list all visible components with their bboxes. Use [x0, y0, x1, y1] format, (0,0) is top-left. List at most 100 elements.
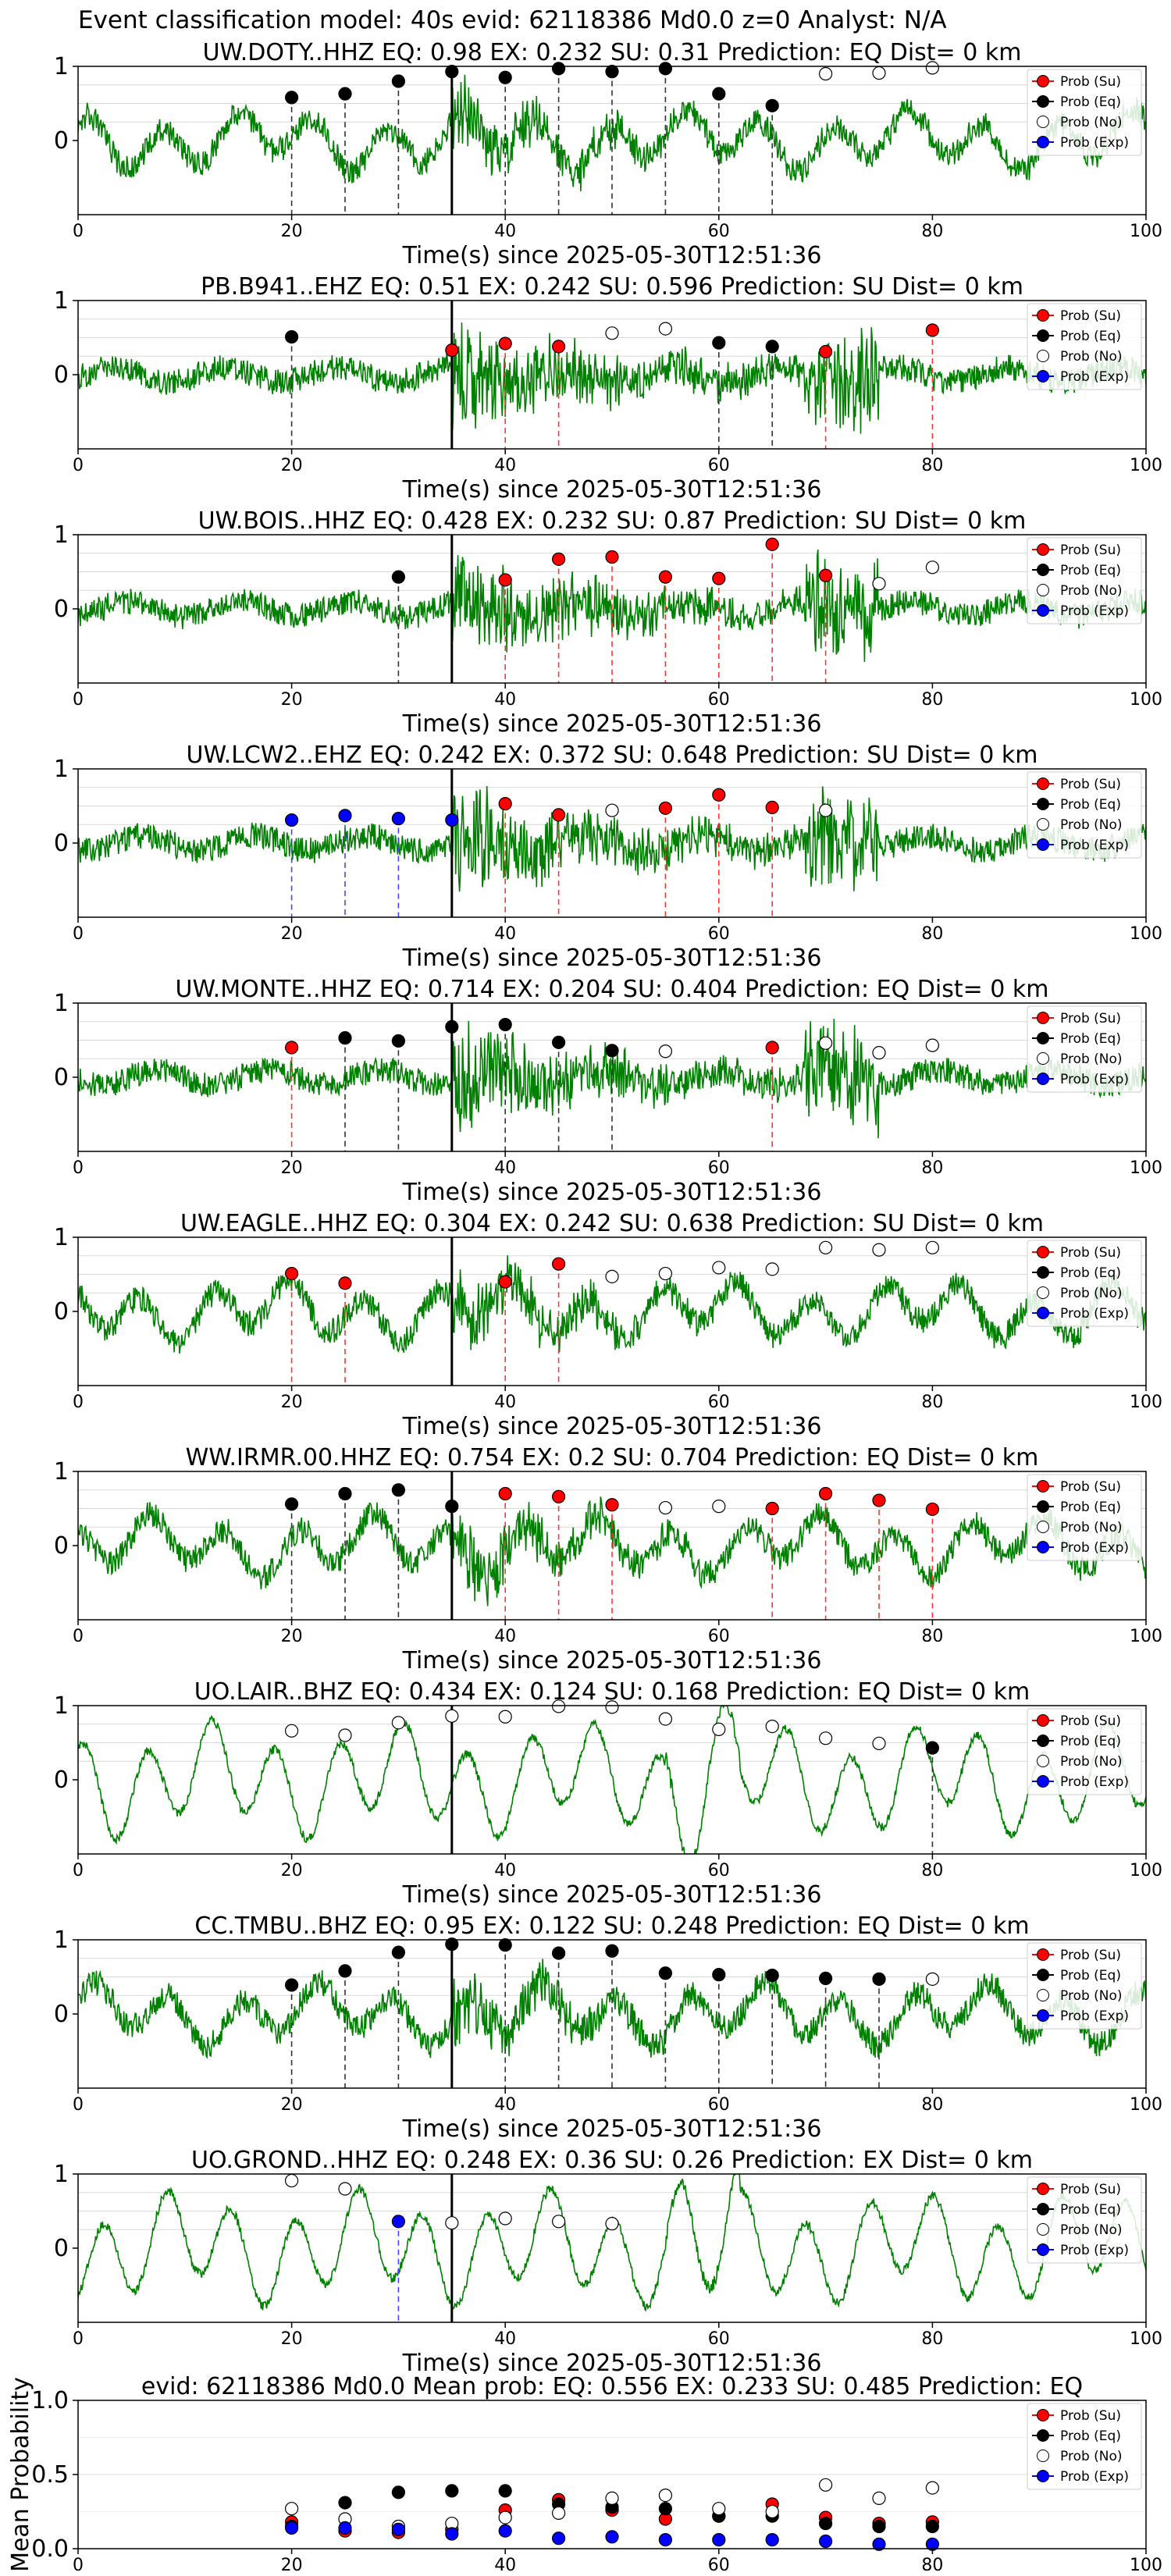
prob-point-eq: [765, 98, 779, 112]
legend-label-no: Prob (No): [1060, 1988, 1123, 2004]
x-tick-label: 100: [1130, 456, 1162, 475]
prob-point-su: [498, 573, 512, 587]
legend-label-eq: Prob (Eq): [1060, 797, 1121, 813]
panel-title: CC.TMBU..BHZ EQ: 0.95 EX: 0.122 SU: 0.24…: [194, 1912, 1029, 1940]
prob-point-eq: [925, 1741, 940, 1755]
prob-point-no: [872, 1736, 886, 1751]
prob-point-su: [285, 1041, 299, 1055]
legend-marker-no: [1037, 350, 1049, 362]
legend-marker-no: [1037, 1989, 1049, 2001]
panel-title: UO.GROND..HHZ EQ: 0.248 EX: 0.36 SU: 0.2…: [191, 2147, 1033, 2174]
legend-label-su: Prob (Su): [1060, 1479, 1121, 1495]
prob-point-eq: [338, 1031, 352, 1045]
legend-label-no: Prob (No): [1060, 2449, 1123, 2464]
prob-point-no: [765, 1720, 779, 1734]
mean-point-exp: [765, 2533, 779, 2547]
prob-point-exp: [391, 2215, 405, 2229]
legend-marker-eq: [1037, 564, 1049, 576]
prob-point-su: [818, 1486, 833, 1501]
legend-label-exp: Prob (Exp): [1060, 2243, 1129, 2258]
panel-8: CC.TMBU..BHZ EQ: 0.95 EX: 0.122 SU: 0.24…: [54, 1912, 1162, 2143]
legend-marker-eq: [1037, 95, 1049, 108]
legend-label-su: Prob (Su): [1060, 74, 1121, 90]
prob-point-no: [605, 803, 619, 817]
prob-point-no: [925, 1240, 940, 1254]
x-tick-label: 100: [1130, 1393, 1162, 1412]
mean-point-exp: [872, 2537, 886, 2551]
y-tick-label: 0: [54, 127, 69, 155]
prob-point-eq: [818, 1971, 833, 1985]
legend-marker-exp: [1037, 1775, 1049, 1788]
x-tick-label: 60: [708, 1627, 730, 1646]
y-tick-label: 0: [54, 2001, 69, 2028]
legend-box: [1027, 1474, 1142, 1561]
y-tick-label: 0: [54, 830, 69, 857]
mean-point-exp: [818, 2534, 833, 2549]
prob-point-su: [818, 568, 833, 582]
legend-marker-exp: [1037, 1541, 1049, 1553]
x-axis-label: Time(s) since 2025-05-30T12:51:36: [402, 1881, 822, 1909]
prob-point-su: [818, 344, 833, 359]
legend-label-no: Prob (No): [1060, 1286, 1123, 1301]
legend-label-su: Prob (Su): [1060, 1011, 1121, 1026]
x-tick-label: 40: [494, 1627, 516, 1646]
legend-marker-eq: [1037, 329, 1049, 342]
prob-point-no: [872, 577, 886, 591]
legend-label-no: Prob (No): [1060, 115, 1123, 130]
legend-label-eq: Prob (Eq): [1060, 2428, 1121, 2444]
prob-point-no: [712, 1722, 726, 1736]
legend-marker-su: [1037, 543, 1049, 556]
prob-point-su: [765, 1501, 779, 1516]
mean-point-eq: [338, 2496, 352, 2510]
legend-label-no: Prob (No): [1060, 817, 1123, 833]
mean-point-eq: [658, 2502, 673, 2516]
prob-point-no: [925, 1038, 940, 1052]
prob-point-exp: [285, 813, 299, 827]
panel-title: UW.EAGLE..HHZ EQ: 0.304 EX: 0.242 SU: 0.…: [180, 1210, 1044, 1237]
summary-panel: evid: 62118386 Md0.0 Mean prob: EQ: 0.55…: [7, 2373, 1162, 2575]
legend-label-no: Prob (No): [1060, 1051, 1123, 1067]
panel-title: UW.LCW2..EHZ EQ: 0.242 EX: 0.372 SU: 0.6…: [186, 742, 1038, 769]
legend-marker-exp: [1037, 1073, 1049, 1085]
x-tick-label: 20: [281, 1627, 303, 1646]
x-tick-label: 60: [708, 456, 730, 475]
prob-point-su: [658, 570, 673, 584]
legend-marker-su: [1037, 75, 1049, 87]
legend-marker-exp: [1037, 2009, 1049, 2022]
prob-point-eq: [285, 91, 299, 105]
x-tick-label: 60: [708, 2095, 730, 2115]
legend-marker-exp: [1037, 2243, 1049, 2256]
legend-label-eq: Prob (Eq): [1060, 1734, 1121, 1749]
legend-label-exp: Prob (Exp): [1060, 135, 1129, 151]
legend-marker-no: [1037, 1755, 1049, 1767]
prob-point-eq: [712, 87, 726, 101]
prob-point-eq: [712, 336, 726, 350]
x-tick-label: 100: [1130, 924, 1162, 944]
prob-point-no: [605, 326, 619, 340]
x-tick-label: 100: [1130, 1861, 1162, 1880]
prob-point-su: [445, 343, 459, 358]
prob-point-no: [391, 1716, 405, 1730]
prob-point-su: [872, 1493, 886, 1507]
legend-label-su: Prob (Su): [1060, 543, 1121, 558]
x-tick-label: 80: [921, 222, 943, 241]
x-tick-label: 60: [708, 222, 730, 241]
y-tick-label: 1: [54, 1458, 69, 1485]
y-tick-label: 1: [54, 53, 69, 80]
x-tick-label: 0: [73, 924, 84, 944]
panel-2: UW.BOIS..HHZ EQ: 0.428 EX: 0.232 SU: 0.8…: [54, 507, 1162, 738]
prob-point-su: [605, 550, 619, 564]
panel-1: PB.B941..EHZ EQ: 0.51 EX: 0.242 SU: 0.59…: [54, 273, 1162, 503]
x-tick-label: 0: [73, 1393, 84, 1412]
x-tick-label: 80: [921, 456, 943, 475]
mean-point-eq: [391, 2485, 405, 2500]
mean-point-no: [658, 2489, 673, 2503]
legend-marker-no: [1037, 2450, 1049, 2462]
prob-point-su: [551, 340, 566, 354]
x-tick-label: 100: [1130, 1158, 1162, 1178]
prob-point-eq: [285, 1978, 299, 1992]
legend: Prob (Su) Prob (Eq) Prob (No) Prob (Exp): [1027, 1240, 1142, 1327]
prob-point-no: [285, 1724, 299, 1738]
mean-point-exp: [338, 2521, 352, 2535]
prob-point-su: [338, 1276, 352, 1290]
